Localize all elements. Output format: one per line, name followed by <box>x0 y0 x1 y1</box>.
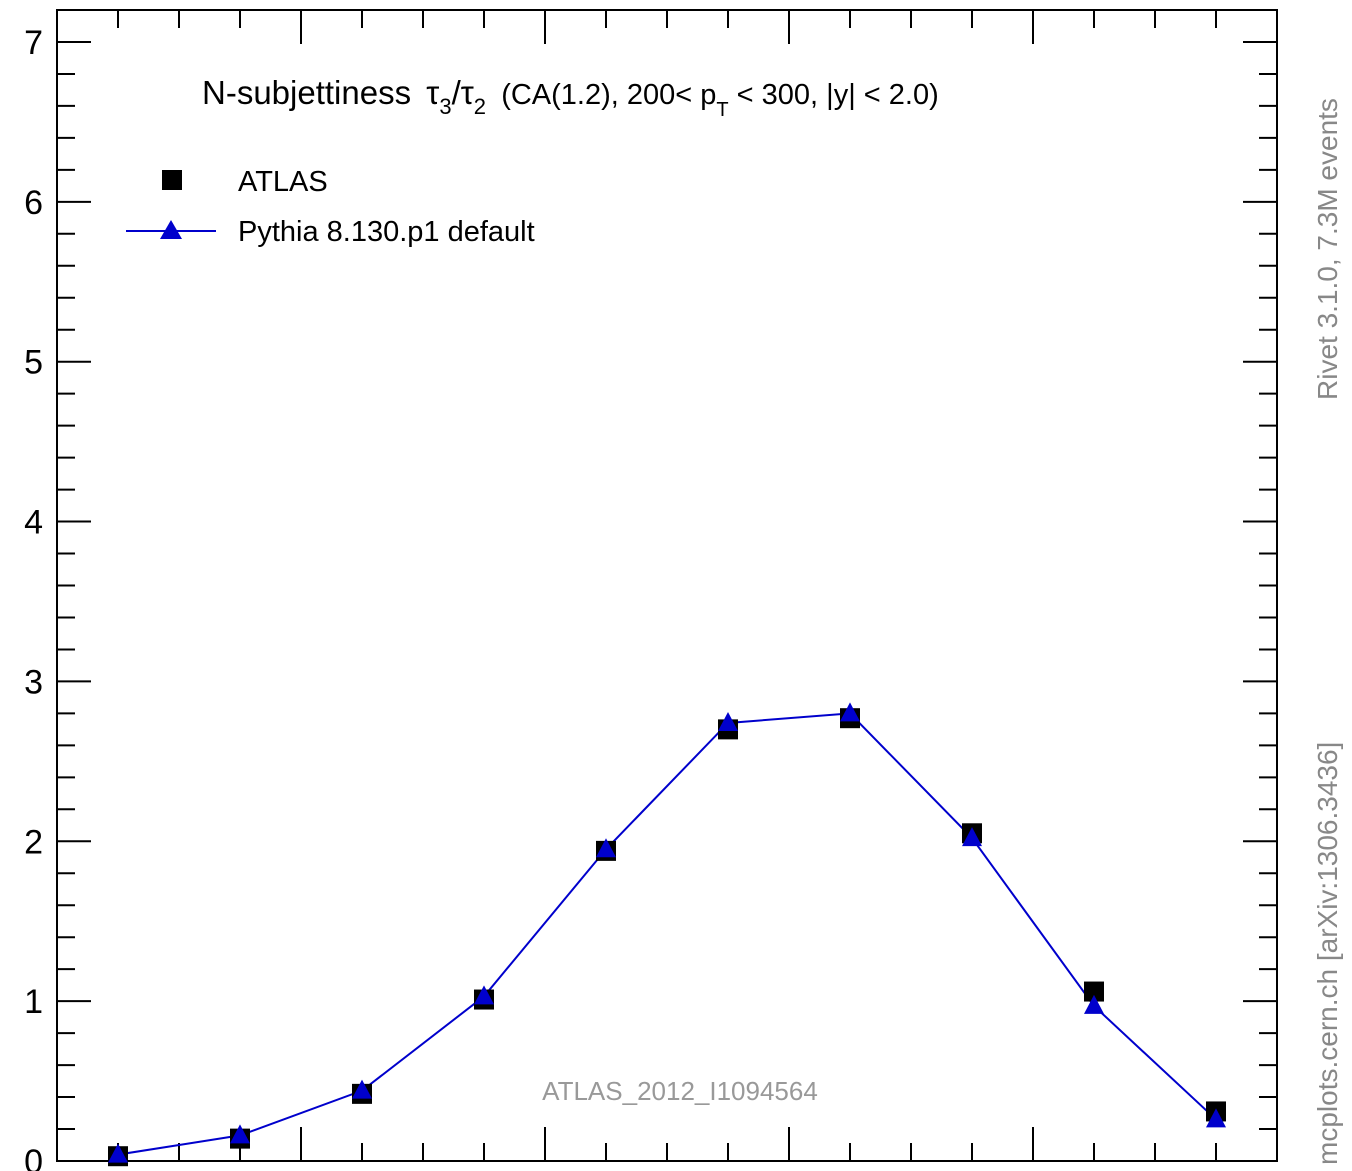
pythia-point <box>1084 994 1104 1014</box>
y-ticks-left <box>57 9 91 1162</box>
title-main: N-subjettiness <box>202 74 411 111</box>
y-tick-label: 4 <box>24 504 43 542</box>
pythia-series-points <box>108 702 1226 1163</box>
legend-atlas-marker <box>162 170 182 190</box>
y-tick-label: 5 <box>24 344 43 382</box>
legend: ATLAS Pythia 8.130.p1 default <box>126 166 535 248</box>
y-tick-label: 1 <box>24 983 43 1021</box>
title-pt-sub: T <box>716 99 728 121</box>
pythia-series-line <box>117 712 1217 1156</box>
atlas-point <box>1084 981 1104 1002</box>
chart-title: N-subjettiness τ3/τ2 (CA(1.2), 200< pT <… <box>202 74 939 121</box>
pythia-point <box>108 1143 128 1163</box>
pythia-point <box>718 711 738 731</box>
y-tick-label: 3 <box>24 663 43 701</box>
side-label-mcplots: mcplots.cern.ch [arXiv:1306.3436] <box>1312 742 1343 1165</box>
y-tick-label: 0 <box>24 1143 43 1171</box>
pythia-point <box>1206 1108 1226 1128</box>
pythia-point <box>962 827 982 847</box>
side-label-rivet: Rivet 3.1.0, 7.3M events <box>1312 98 1343 400</box>
pythia-point <box>230 1124 250 1144</box>
legend-pythia-label: Pythia 8.130.p1 default <box>238 216 535 248</box>
pythia-point <box>840 702 860 722</box>
y-ticks-right <box>1243 9 1277 1162</box>
x-ticks <box>56 10 1278 1161</box>
pythia-point <box>474 985 494 1005</box>
title-tau-2: τ <box>461 74 474 111</box>
analysis-label: ATLAS_2012_I1094564 <box>542 1076 818 1106</box>
legend-pythia-marker <box>160 220 182 239</box>
y-tick-label: 6 <box>24 184 43 222</box>
title-slash: / <box>452 74 462 111</box>
y-tick-label: 7 <box>24 24 43 62</box>
title-rest-2: < 300, |y| < 2.0) <box>729 79 939 111</box>
title-tau-3-sub: 3 <box>439 94 451 119</box>
y-tick-labels: 0 1 2 3 4 5 6 7 <box>24 24 43 1171</box>
title-tau-2-sub: 2 <box>474 94 486 119</box>
y-tick-label: 2 <box>24 823 43 861</box>
pythia-point <box>352 1079 372 1099</box>
title-rest-1: (CA(1.2), 200< p <box>501 79 716 111</box>
title-tau-3: τ <box>426 74 439 111</box>
legend-atlas-label: ATLAS <box>238 166 328 198</box>
pythia-point <box>596 838 616 858</box>
